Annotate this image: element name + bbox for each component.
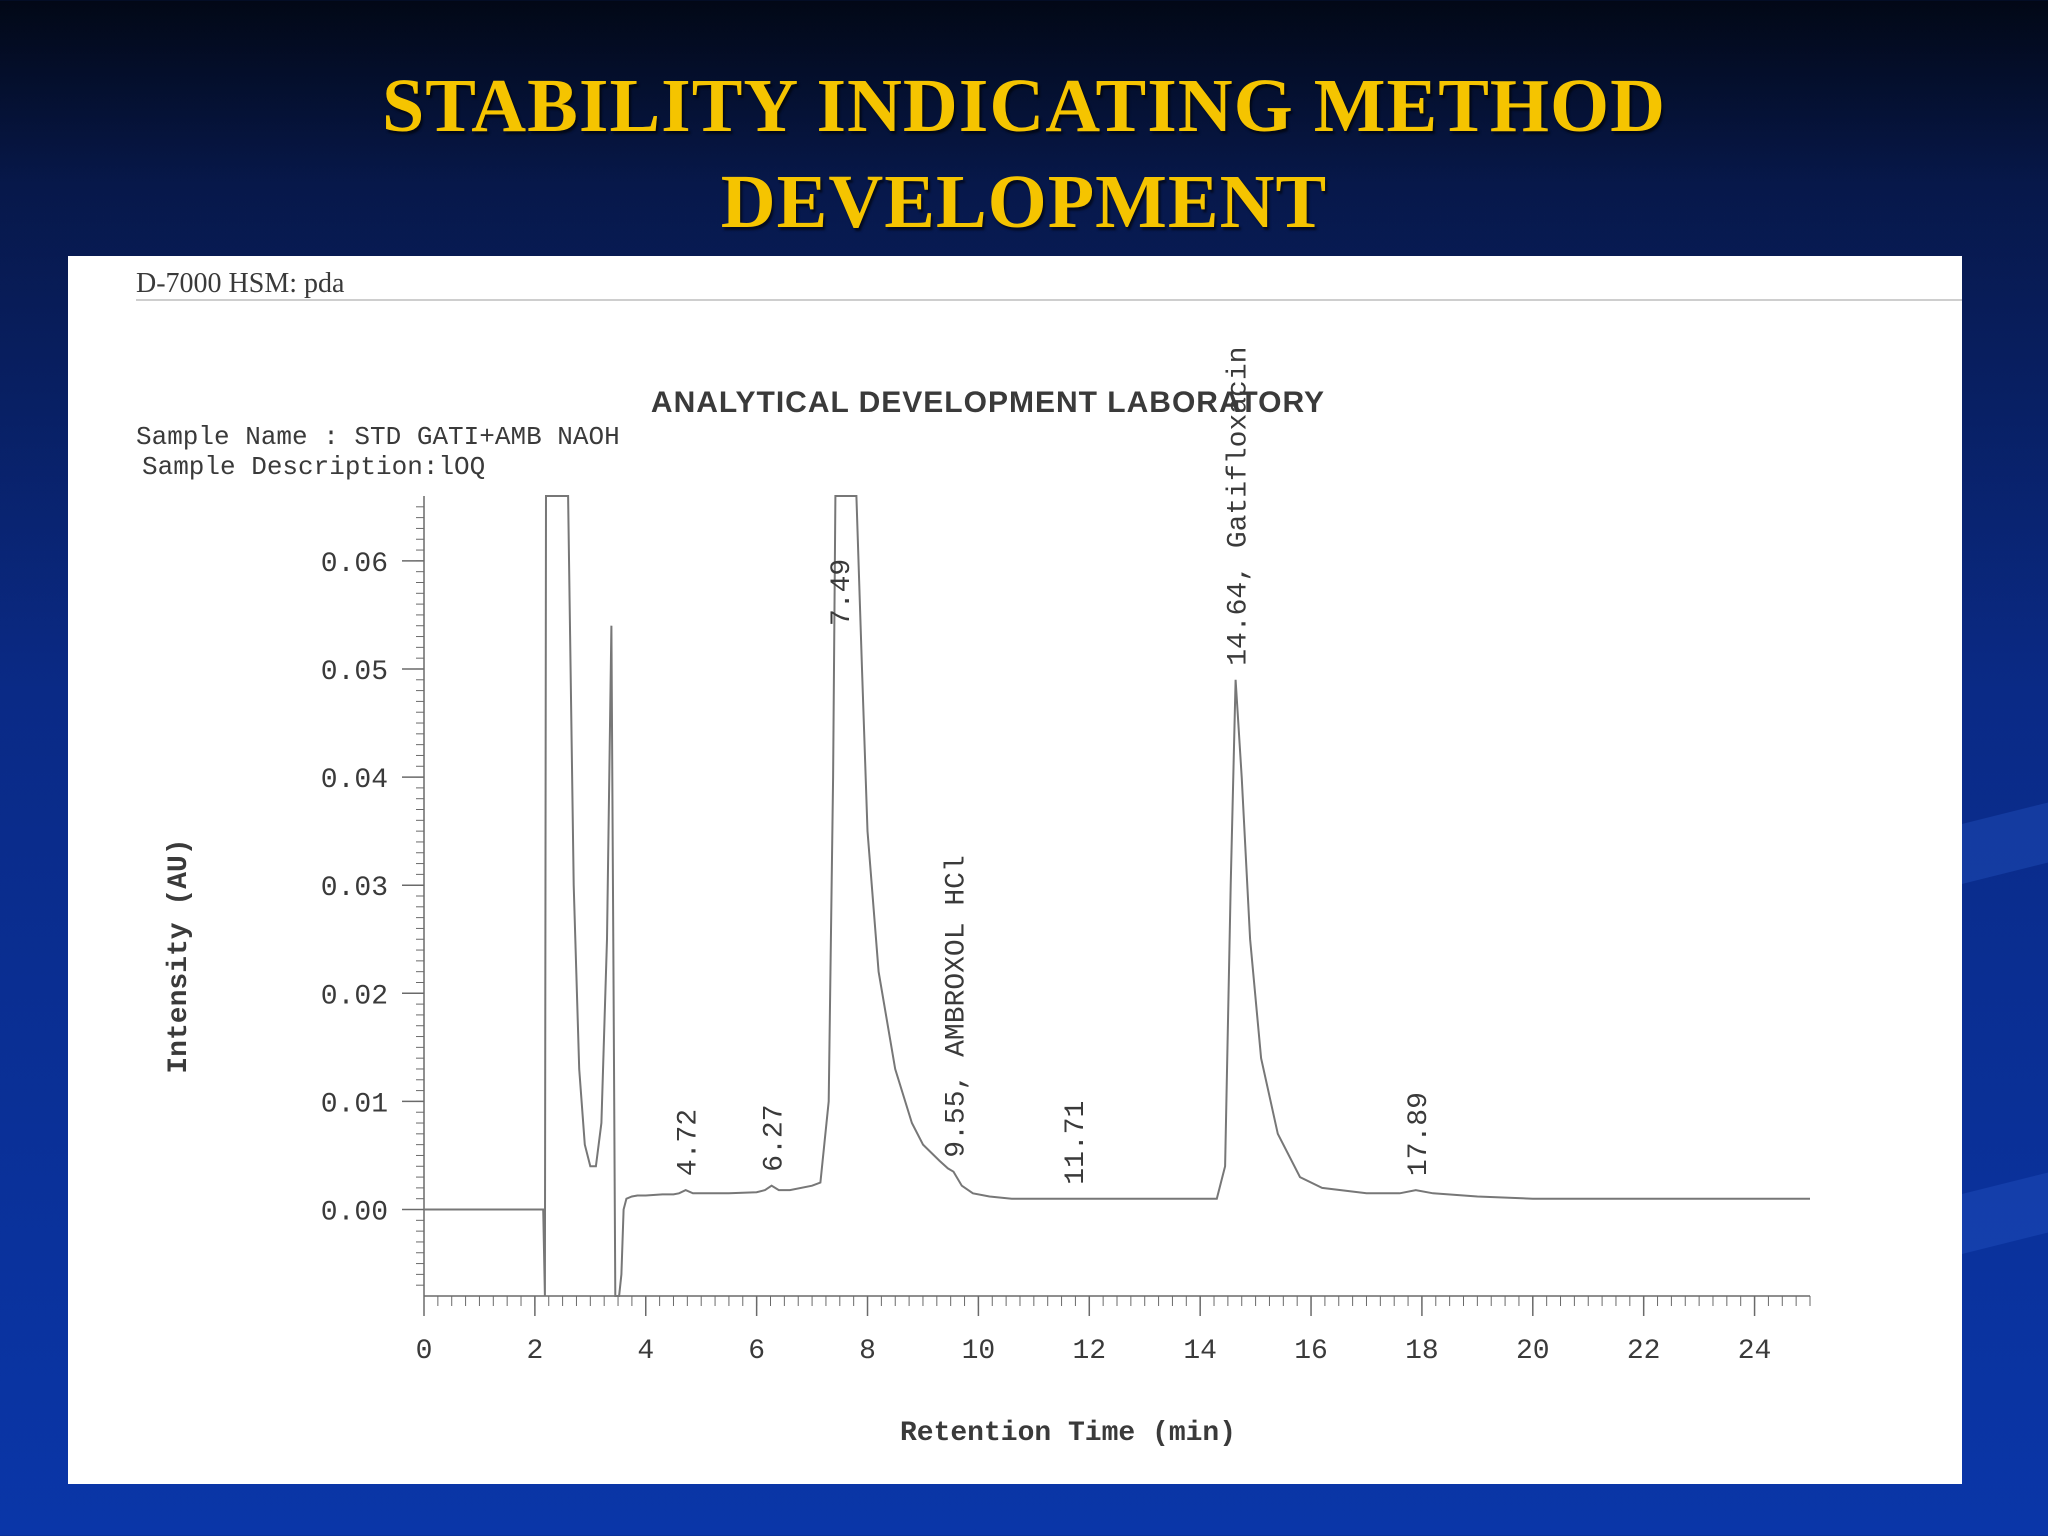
slide-title-line-2: DEVELOPMENT <box>720 160 1328 244</box>
slide-title-line-1: STABILITY INDICATING METHOD <box>381 64 1667 148</box>
y-axis-label: Intensity (AU) <box>164 838 195 1073</box>
x-tick-label: 6 <box>748 1336 765 1367</box>
y-tick-label: 0.05 <box>321 657 388 688</box>
peak-label: 17.89 <box>1404 1092 1435 1176</box>
peak-label: 11.71 <box>1061 1101 1092 1185</box>
peak-label: 4.72 <box>674 1109 705 1176</box>
y-tick-label: 0.03 <box>321 873 388 904</box>
chromatogram-trace <box>424 495 1810 1297</box>
x-tick-label: 0 <box>416 1336 433 1367</box>
y-tick-label: 0.02 <box>321 981 388 1012</box>
x-tick-label: 20 <box>1516 1336 1550 1367</box>
x-tick-label: 10 <box>962 1336 996 1367</box>
x-axis-label: Retention Time (min) <box>900 1418 1236 1449</box>
x-tick-label: 24 <box>1738 1336 1772 1367</box>
x-tick-label: 4 <box>637 1336 654 1367</box>
x-tick-label: 22 <box>1627 1336 1661 1367</box>
y-tick-label: 0.04 <box>321 765 388 796</box>
x-tick-label: 18 <box>1405 1336 1439 1367</box>
peak-label: 6.27 <box>760 1104 791 1171</box>
peak-label: 9.55, AMBROXOL HCl <box>942 855 973 1157</box>
x-tick-label: 16 <box>1294 1336 1328 1367</box>
peak-label: 14.64, Gatifloxacin <box>1224 347 1255 666</box>
x-tick-label: 12 <box>1072 1336 1106 1367</box>
chart-title: ANALYTICAL DEVELOPMENT LABORATORY <box>651 386 1325 419</box>
y-tick-label: 0.01 <box>321 1089 388 1120</box>
x-tick-label: 8 <box>859 1336 876 1367</box>
y-tick-label: 0.00 <box>321 1198 388 1229</box>
slide-title: STABILITY INDICATING METHOD DEVELOPMENT <box>0 58 2048 250</box>
sample-name: Sample Name : STD GATI+AMB NAOH <box>136 422 620 452</box>
x-tick-label: 2 <box>526 1336 543 1367</box>
peak-label: 7.49 <box>827 559 858 626</box>
y-tick-label: 0.06 <box>321 549 388 580</box>
x-tick-label: 14 <box>1183 1336 1217 1367</box>
chromatogram-panel: D-7000 HSM: pda ANALYTICAL DEVELOPMENT L… <box>68 256 1962 1484</box>
chromatogram-chart: D-7000 HSM: pda ANALYTICAL DEVELOPMENT L… <box>136 268 1962 1449</box>
instrument-header: D-7000 HSM: pda <box>136 268 345 299</box>
sample-description: Sample Description:lOQ <box>142 452 485 482</box>
